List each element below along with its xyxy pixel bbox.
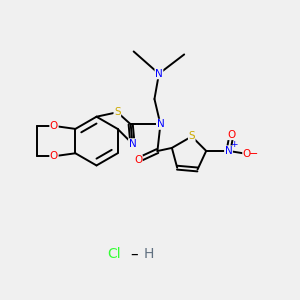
Text: Cl: Cl (107, 247, 121, 261)
Text: N: N (157, 119, 164, 129)
Text: O: O (243, 149, 251, 159)
Text: O: O (50, 121, 58, 131)
Text: –: – (130, 247, 137, 262)
Text: S: S (188, 131, 195, 142)
Text: O: O (227, 130, 236, 140)
Text: N: N (225, 146, 232, 156)
Text: N: N (129, 139, 136, 149)
Text: −: − (249, 149, 258, 159)
Text: N: N (155, 69, 163, 79)
Text: O: O (50, 151, 58, 161)
Text: +: + (230, 140, 238, 149)
Text: O: O (134, 155, 142, 165)
Text: S: S (114, 107, 121, 117)
Text: H: H (143, 247, 154, 261)
